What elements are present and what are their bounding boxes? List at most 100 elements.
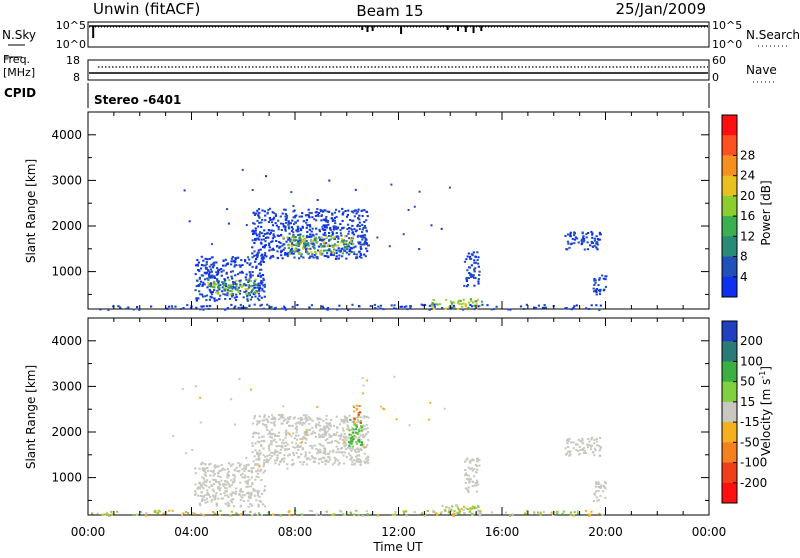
echo-cell — [249, 485, 252, 488]
echo-cell — [360, 441, 363, 444]
echo-cell — [280, 413, 283, 416]
echo-cell — [287, 244, 290, 247]
echo-cell — [195, 306, 198, 309]
echo-cell — [292, 454, 295, 457]
echo-cell — [357, 448, 360, 451]
echo-cell — [324, 460, 327, 463]
echo-cell — [253, 494, 256, 497]
echo-cell — [293, 223, 296, 226]
echo-cell — [312, 242, 315, 245]
echo-cell — [247, 293, 251, 296]
echo-cell — [471, 480, 474, 483]
echo-cell — [263, 490, 266, 492]
echo-cell — [279, 241, 282, 244]
echo-cell — [206, 492, 210, 495]
echo-cell — [243, 470, 246, 472]
echo-cell — [596, 248, 599, 251]
echo-cell — [335, 232, 338, 234]
echo-cell — [344, 210, 347, 212]
echo-cell — [599, 447, 602, 450]
echo-cell — [251, 252, 254, 255]
echo-cell — [154, 511, 157, 514]
echo-cell — [364, 446, 368, 449]
echo-cell — [342, 226, 345, 229]
colorbar-segment — [722, 195, 737, 217]
echo-cell — [203, 283, 206, 286]
echo-cell — [276, 435, 279, 437]
echo-cell — [358, 429, 361, 432]
echo-cell — [224, 258, 227, 261]
echo-cell — [357, 428, 360, 431]
echo-cell — [320, 246, 323, 249]
echo-cell — [266, 428, 269, 431]
echo-cell — [362, 392, 365, 395]
echo-cell — [296, 244, 299, 247]
freq-label-1: Freq. — [3, 53, 30, 66]
echo-cell — [336, 448, 339, 451]
echo-cell — [253, 303, 256, 306]
freq-tick-bottom: 8 — [73, 71, 80, 84]
echo-cell — [303, 220, 306, 222]
echo-cell — [268, 207, 272, 210]
echo-cell — [358, 305, 361, 308]
echo-cell — [332, 450, 335, 453]
echo-cell — [355, 442, 358, 445]
echo-cell — [200, 255, 203, 258]
echo-cell — [310, 432, 313, 435]
echo-cell — [317, 424, 320, 426]
echo-cell — [340, 247, 343, 250]
echo-cell — [264, 252, 267, 254]
echo-cell — [357, 412, 360, 414]
echo-cell — [431, 302, 434, 305]
echo-cell — [112, 305, 115, 308]
nave-tick-bottom: 0 — [712, 71, 719, 84]
echo-cell — [423, 303, 427, 306]
echo-cell — [444, 509, 447, 512]
echo-cell — [200, 274, 203, 277]
echo-cell — [266, 455, 269, 458]
echo-cell — [347, 230, 351, 233]
echo-cell — [260, 479, 263, 481]
echo-cell — [253, 292, 257, 295]
echo-cell — [304, 242, 307, 245]
echo-cell — [598, 293, 602, 296]
echo-cell — [201, 468, 205, 471]
echo-cell — [290, 435, 293, 438]
echo-cell — [391, 513, 394, 516]
echo-cell — [333, 461, 336, 464]
echo-cell — [305, 434, 308, 437]
echo-cell — [279, 251, 283, 254]
echo-cell — [363, 460, 366, 463]
echo-cell — [244, 288, 247, 291]
echo-cell — [258, 289, 261, 292]
echo-cell — [252, 288, 255, 291]
echo-cell — [255, 290, 258, 292]
echo-cell — [331, 463, 334, 466]
echo-cell — [222, 485, 225, 488]
echo-cell — [366, 210, 369, 213]
echo-cell — [312, 234, 315, 237]
echo-cell — [198, 467, 201, 470]
echo-cell — [346, 228, 349, 230]
echo-cell — [207, 279, 210, 281]
echo-cell — [297, 417, 300, 420]
echo-cell — [357, 514, 360, 517]
echo-cell — [310, 235, 313, 238]
echo-cell — [201, 284, 204, 287]
echo-cell — [325, 226, 328, 229]
colorbar-segment — [722, 276, 737, 298]
echo-cell — [575, 449, 578, 451]
echo-cell — [572, 307, 575, 309]
echo-cell — [361, 426, 364, 429]
echo-cell — [244, 276, 247, 279]
echo-cell — [306, 430, 309, 433]
echo-cell — [324, 217, 327, 220]
echo-cell — [348, 227, 351, 229]
echo-cell — [262, 235, 265, 237]
echo-cell — [283, 208, 286, 211]
echo-cell — [225, 263, 228, 266]
echo-cell — [581, 232, 584, 235]
echo-cell — [343, 437, 346, 440]
echo-cell — [271, 240, 274, 243]
